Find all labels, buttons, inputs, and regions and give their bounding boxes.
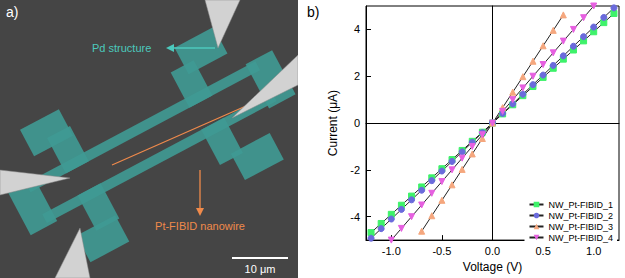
svg-text:4: 4 <box>354 23 360 35</box>
svg-text:-1.0: -1.0 <box>382 245 401 257</box>
svg-text:NW_Pt-FIBID_2: NW_Pt-FIBID_2 <box>548 211 613 221</box>
svg-text:-2: -2 <box>350 164 360 176</box>
svg-text:Pd structure: Pd structure <box>92 42 151 54</box>
svg-text:Pt-FIBID nanowire: Pt-FIBID nanowire <box>155 220 245 232</box>
svg-text:0.0: 0.0 <box>485 245 500 257</box>
svg-text:Voltage (V): Voltage (V) <box>463 260 522 274</box>
svg-text:-4: -4 <box>350 211 360 223</box>
svg-text:NW_Pt-FIBID_1: NW_Pt-FIBID_1 <box>548 200 613 210</box>
svg-text:0: 0 <box>354 117 360 129</box>
svg-text:-0.5: -0.5 <box>432 245 451 257</box>
svg-text:10 μm: 10 μm <box>245 263 276 275</box>
svg-text:0.5: 0.5 <box>535 245 550 257</box>
svg-text:NW_Pt-FIBID_4: NW_Pt-FIBID_4 <box>548 233 613 243</box>
svg-text:b): b) <box>307 4 319 20</box>
svg-text:Current (μA): Current (μA) <box>326 90 340 156</box>
svg-text:2: 2 <box>354 70 360 82</box>
svg-text:a): a) <box>6 4 18 20</box>
svg-text:1.0: 1.0 <box>586 245 601 257</box>
svg-text:NW_Pt-FIBID_3: NW_Pt-FIBID_3 <box>548 222 613 232</box>
